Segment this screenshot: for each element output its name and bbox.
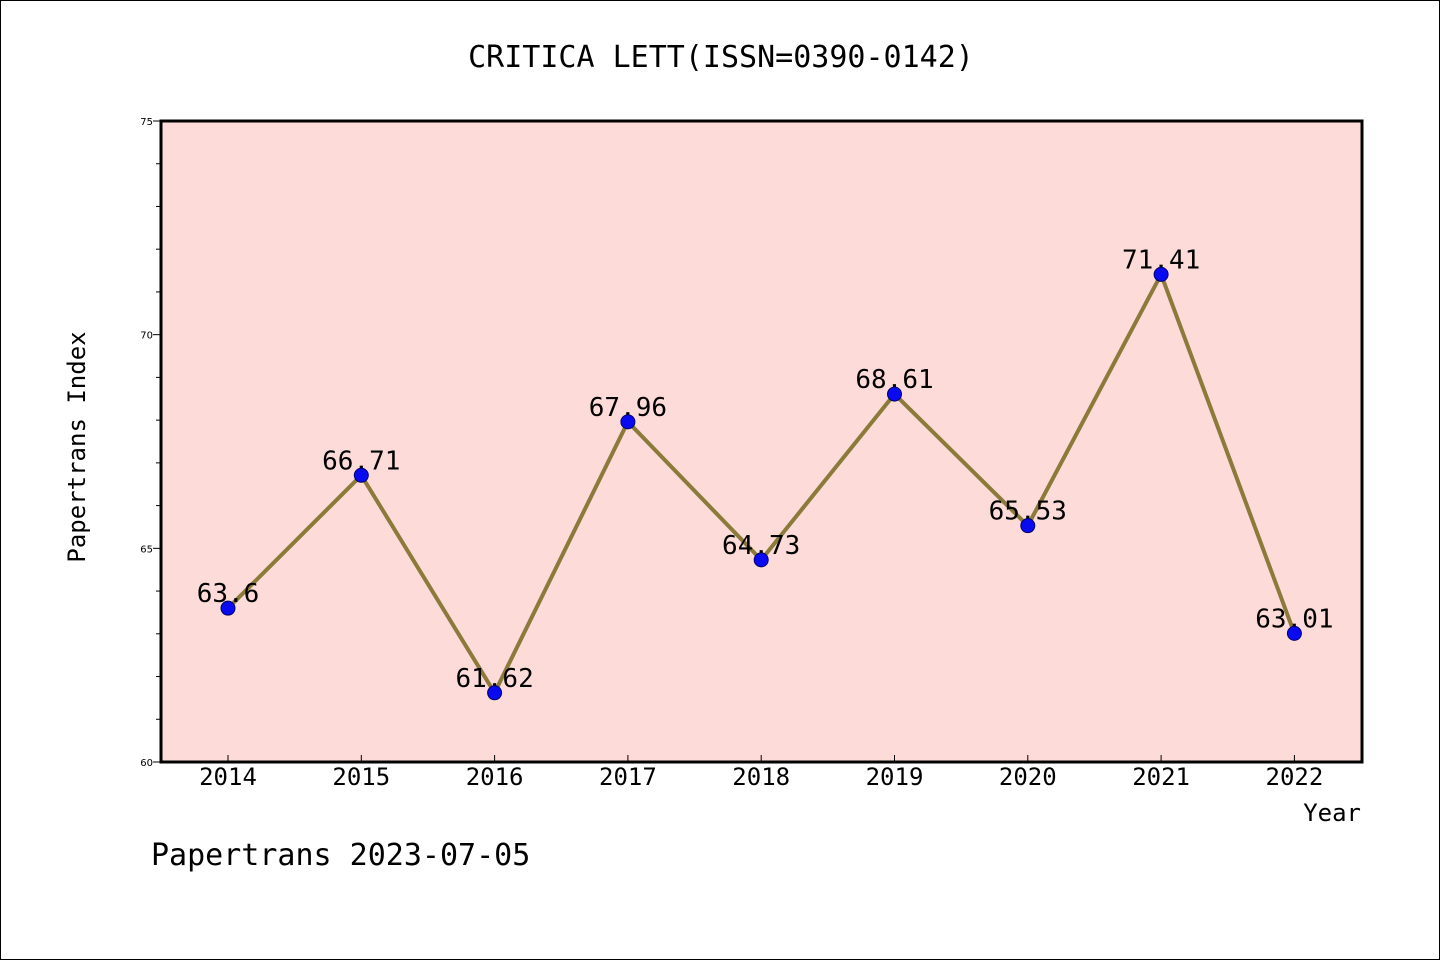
- data-label-layer: 63.666.7161.6267.9664.7368.6165.5371.416…: [197, 245, 1334, 701]
- x-tick-label: 2021: [1132, 763, 1190, 791]
- x-tick-label: 2016: [466, 763, 524, 791]
- x-tick-label: 2018: [732, 763, 790, 791]
- data-point-marker: [753, 552, 769, 568]
- y-tick-label: 65: [140, 544, 153, 555]
- x-tick-label: 2019: [866, 763, 924, 791]
- plot-border: [159, 119, 1364, 764]
- data-point-marker: [887, 386, 902, 402]
- x-tick-label: 2014: [199, 763, 257, 791]
- x-tick-label: 2022: [1266, 763, 1324, 791]
- data-point-marker: [620, 414, 636, 430]
- y-axis-ticks: 60 65 70 75: [140, 117, 161, 769]
- x-tick-label: 2020: [999, 763, 1057, 791]
- footer-text: Papertrans 2023-07-05: [151, 838, 530, 873]
- data-point-marker: [487, 685, 503, 701]
- y-tick-label: 75: [140, 117, 153, 128]
- x-tick-label: 2017: [599, 763, 657, 791]
- data-point-marker: [353, 467, 369, 483]
- data-point-marker: [1020, 518, 1036, 534]
- x-tick-label: 2015: [332, 763, 390, 791]
- data-point-marker: [1153, 266, 1169, 282]
- x-axis-label: Year: [1303, 799, 1361, 827]
- data-point-marker: [220, 600, 236, 616]
- x-axis-ticks: 2014 2015 2016 2017 2018 2019 2020 2021 2022: [199, 755, 1323, 791]
- y-axis-label: Papertrans Index: [63, 331, 91, 562]
- plot-area: [161, 121, 1362, 762]
- chart-title: CRITICA LETT(ISSN=0390-0142): [468, 40, 974, 75]
- y-tick-label: 60: [140, 758, 153, 769]
- y-tick-label: 70: [140, 331, 153, 342]
- data-point-marker: [1286, 625, 1302, 641]
